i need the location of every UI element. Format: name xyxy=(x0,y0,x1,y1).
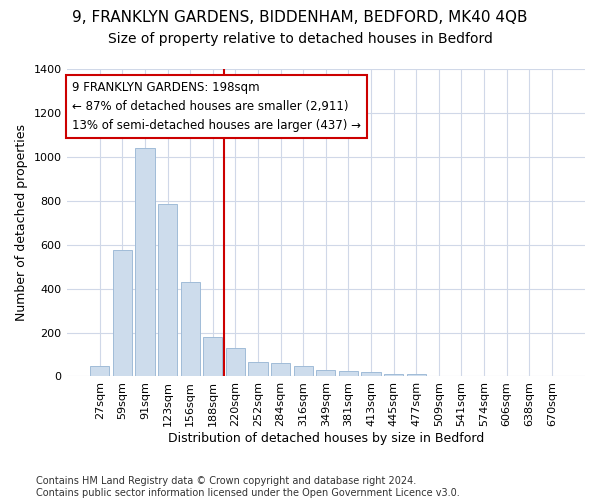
Bar xyxy=(136,148,155,376)
Bar xyxy=(248,362,268,376)
Text: 9 FRANKLYN GARDENS: 198sqm
← 87% of detached houses are smaller (2,911)
13% of s: 9 FRANKLYN GARDENS: 198sqm ← 87% of deta… xyxy=(72,82,361,132)
X-axis label: Distribution of detached houses by size in Bedford: Distribution of detached houses by size … xyxy=(167,432,484,445)
Bar xyxy=(158,204,177,376)
Text: Size of property relative to detached houses in Bedford: Size of property relative to detached ho… xyxy=(107,32,493,46)
Text: Contains HM Land Registry data © Crown copyright and database right 2024.
Contai: Contains HM Land Registry data © Crown c… xyxy=(36,476,460,498)
Bar xyxy=(339,370,358,376)
Bar xyxy=(316,370,335,376)
Bar xyxy=(384,374,403,376)
Text: 9, FRANKLYN GARDENS, BIDDENHAM, BEDFORD, MK40 4QB: 9, FRANKLYN GARDENS, BIDDENHAM, BEDFORD,… xyxy=(72,10,528,25)
Bar xyxy=(407,374,426,376)
Y-axis label: Number of detached properties: Number of detached properties xyxy=(15,124,28,321)
Bar xyxy=(90,366,109,376)
Bar xyxy=(113,250,132,376)
Bar xyxy=(226,348,245,376)
Bar xyxy=(181,282,200,376)
Bar xyxy=(293,366,313,376)
Bar xyxy=(271,362,290,376)
Bar xyxy=(203,337,223,376)
Bar xyxy=(361,372,380,376)
